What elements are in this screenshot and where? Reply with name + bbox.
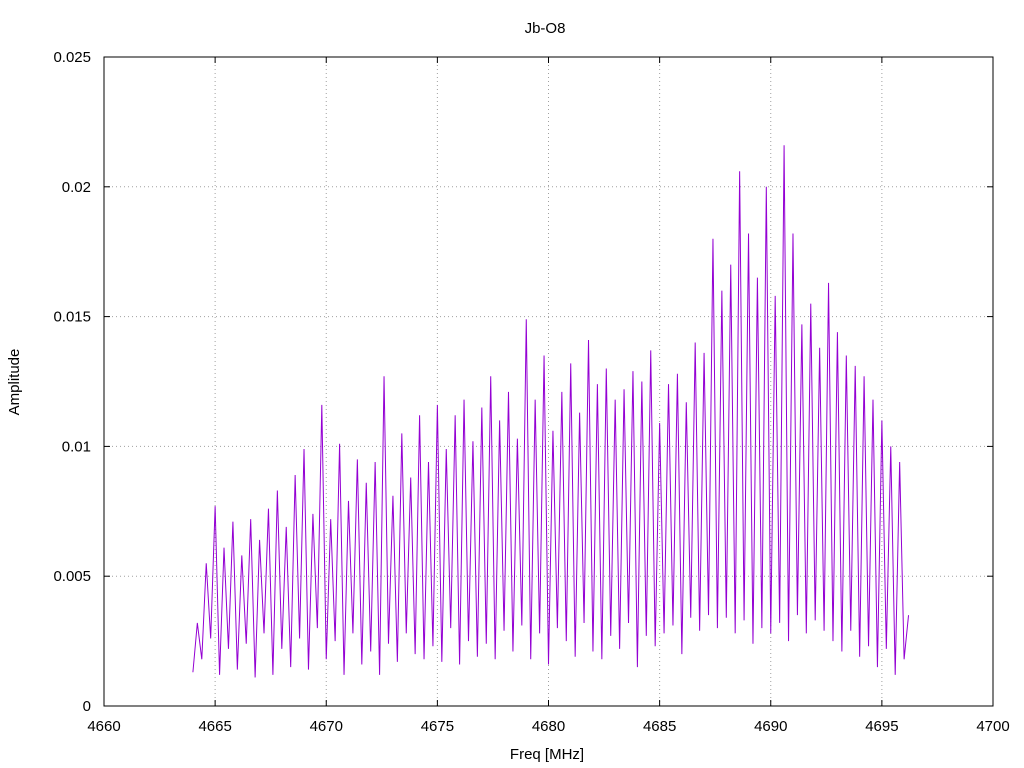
tick-labels: 4660 4665 4670 4675 4680 4685 4690 4695 4700 0 0.0… [53,49,1009,735]
y-tick-label: 0.02 [62,179,91,196]
x-tick-label: 4700 [976,718,1009,735]
chart-title: Jb-O8 [525,20,566,37]
plot-frame [103,56,994,707]
x-tick-label: 4660 [87,718,120,735]
y-tick-label: 0 [83,698,91,715]
y-tick-label: 0.025 [53,49,91,66]
x-tick-label: 4690 [754,718,787,735]
x-tick-label: 4695 [865,718,898,735]
x-axis-title: Freq [MHz] [510,746,584,763]
x-tick-label: 4675 [421,718,454,735]
y-tick-label: 0.015 [53,309,91,326]
x-tick-label: 4680 [532,718,565,735]
grid-lines [104,57,993,706]
data-series [192,145,910,678]
y-axis-title: Amplitude [6,349,23,416]
y-tick-label: 0.01 [62,438,91,455]
y-tick-label: 0.005 [53,568,91,585]
x-tick-label: 4665 [198,718,231,735]
amplitude-series-line [192,145,910,678]
x-tick-label: 4685 [643,718,676,735]
x-tick-label: 4670 [310,718,343,735]
